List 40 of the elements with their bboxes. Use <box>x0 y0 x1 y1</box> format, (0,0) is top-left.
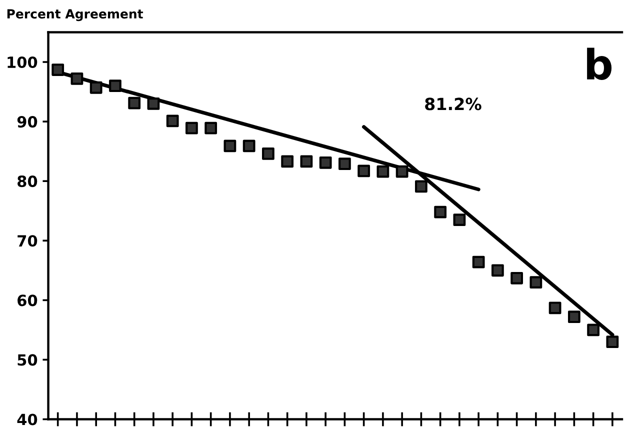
point <box>242 140 256 152</box>
point <box>414 180 428 193</box>
y-tick-label: 60 <box>18 294 38 306</box>
point <box>128 96 141 110</box>
point <box>376 165 390 178</box>
point <box>434 206 447 218</box>
point <box>396 165 408 178</box>
y-tick-label: 50 <box>18 354 38 366</box>
point <box>453 214 466 226</box>
point <box>300 155 313 168</box>
y-tick-label: 80 <box>18 176 38 188</box>
annotation: 81.2% <box>425 98 482 110</box>
point <box>587 324 600 336</box>
point <box>147 98 160 110</box>
point <box>70 72 84 85</box>
y-tick-label: 90 <box>17 116 38 128</box>
point <box>52 64 64 76</box>
point <box>109 80 122 92</box>
point <box>166 114 179 128</box>
point <box>262 148 274 160</box>
y-tick-label: 70 <box>18 235 38 247</box>
point <box>606 336 619 348</box>
point <box>319 156 332 169</box>
point <box>204 122 218 134</box>
y-axis-title: Percent Agreement <box>7 9 144 22</box>
point <box>530 276 542 289</box>
y-tick-label: 40 <box>17 414 38 426</box>
point <box>472 256 485 268</box>
y-tick-label: 100 <box>8 56 38 68</box>
point <box>491 264 504 277</box>
point <box>90 81 102 94</box>
point <box>186 122 198 134</box>
point <box>358 164 370 178</box>
point <box>224 140 236 152</box>
annotation: b <box>587 48 612 80</box>
point <box>338 158 351 170</box>
point <box>281 155 294 168</box>
point <box>510 272 523 284</box>
point <box>548 302 562 314</box>
point <box>568 310 580 324</box>
